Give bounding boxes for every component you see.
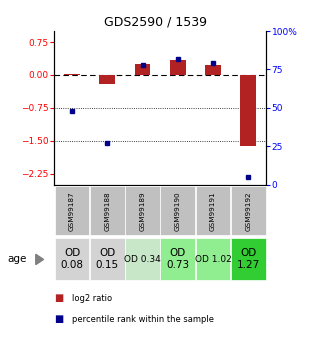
Bar: [99, 75, 115, 84]
Text: ■: ■: [54, 314, 64, 324]
Text: OD
0.73: OD 0.73: [166, 248, 189, 270]
Bar: [160, 238, 195, 280]
Polygon shape: [36, 254, 44, 265]
Bar: [196, 186, 230, 235]
Bar: [160, 186, 195, 235]
Text: OD 1.02: OD 1.02: [195, 255, 231, 264]
Text: ■: ■: [54, 294, 64, 303]
Text: GSM99192: GSM99192: [245, 191, 251, 230]
Bar: [135, 63, 151, 75]
Text: GSM99188: GSM99188: [104, 191, 110, 230]
Bar: [205, 65, 221, 75]
Bar: [90, 238, 125, 280]
Bar: [90, 186, 125, 235]
Text: GSM99187: GSM99187: [69, 191, 75, 230]
Text: GSM99190: GSM99190: [175, 191, 181, 230]
Text: percentile rank within the sample: percentile rank within the sample: [72, 315, 214, 324]
Bar: [125, 186, 160, 235]
Bar: [55, 238, 90, 280]
Bar: [170, 60, 186, 75]
Text: OD
0.08: OD 0.08: [61, 248, 84, 270]
Text: GSM99191: GSM99191: [210, 191, 216, 230]
Text: GSM99189: GSM99189: [140, 191, 146, 230]
Bar: [231, 186, 266, 235]
Bar: [125, 238, 160, 280]
Text: OD
1.27: OD 1.27: [237, 248, 260, 270]
Bar: [240, 75, 256, 146]
Text: log2 ratio: log2 ratio: [72, 294, 112, 303]
Text: OD
0.15: OD 0.15: [96, 248, 119, 270]
Bar: [55, 186, 90, 235]
Text: GDS2590 / 1539: GDS2590 / 1539: [104, 16, 207, 29]
Bar: [196, 238, 230, 280]
Text: OD 0.34: OD 0.34: [124, 255, 161, 264]
Bar: [231, 238, 266, 280]
Text: age: age: [8, 255, 27, 264]
